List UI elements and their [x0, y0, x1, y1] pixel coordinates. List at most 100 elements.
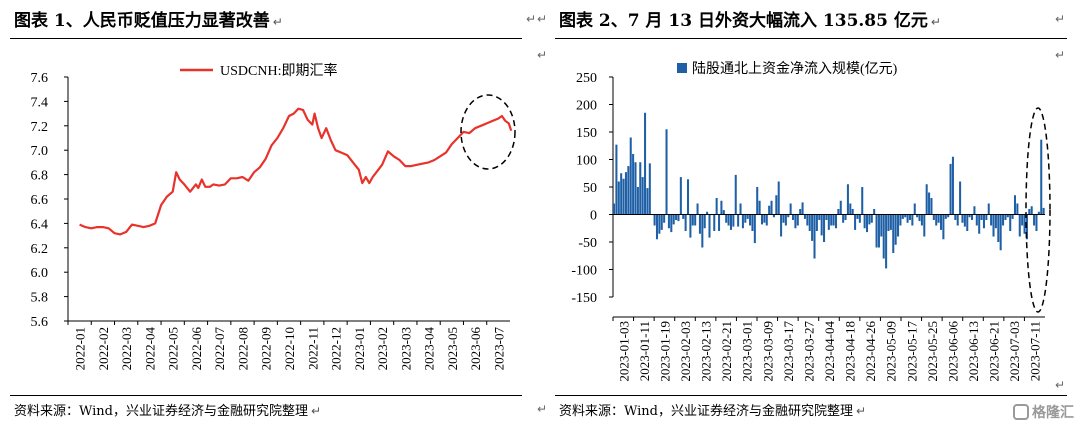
bar	[1033, 214, 1036, 226]
bar	[942, 214, 945, 240]
legend-label: 陆股通北上资金净流入规模(亿元)	[692, 61, 898, 77]
bar	[1009, 214, 1012, 231]
return-mark: ↵	[526, 12, 537, 26]
bar	[641, 177, 644, 215]
bar	[644, 112, 647, 215]
x-tick-label: 2023-05-09	[884, 321, 899, 382]
bar	[980, 214, 983, 220]
bar	[787, 214, 790, 218]
chart2-svg: -150 -100 -50 0 50 100 150 200 250 2023-01-03 2023…	[571, 61, 1051, 382]
bar	[691, 214, 694, 226]
bar	[1006, 214, 1009, 218]
bar	[870, 214, 873, 223]
x-tick-label: 2023-04-18	[843, 321, 858, 382]
bar	[904, 214, 907, 218]
bar	[963, 214, 966, 227]
y-tick-label: 7.6	[31, 71, 49, 86]
bar	[830, 214, 833, 226]
return-mark: ↵	[311, 404, 322, 418]
bar	[780, 214, 783, 237]
x-tick-label: 2022-10	[282, 327, 297, 370]
bar	[1023, 214, 1026, 234]
x-tick-label: 2023-01-19	[657, 321, 672, 382]
bar	[646, 188, 649, 215]
bar	[834, 214, 838, 229]
bar	[686, 179, 690, 215]
bar	[887, 214, 890, 231]
bar	[770, 200, 773, 215]
bar	[749, 214, 752, 226]
x-tick-label: 2023-04-04	[822, 321, 837, 382]
bar	[665, 129, 668, 215]
bar	[739, 203, 742, 215]
bar	[784, 214, 787, 226]
bar	[639, 162, 642, 215]
bar	[803, 214, 806, 219]
bar	[727, 214, 730, 226]
bar	[1011, 214, 1014, 219]
bar	[961, 214, 964, 223]
bar	[978, 214, 981, 234]
bar	[837, 209, 840, 215]
bar	[672, 214, 675, 225]
bar	[992, 214, 995, 237]
x-tick-label: 2023-01	[352, 327, 367, 370]
bar	[796, 214, 799, 226]
bar	[971, 214, 974, 220]
bar	[935, 214, 938, 226]
bar	[894, 214, 897, 245]
bar	[1035, 214, 1038, 231]
bar	[799, 209, 802, 215]
bar	[899, 214, 902, 226]
bar	[897, 214, 900, 237]
bar	[908, 214, 911, 220]
bar	[756, 187, 759, 215]
bar	[1018, 214, 1021, 237]
return-mark: ↵	[537, 402, 548, 416]
x-tick-label: 2023-07-11	[1028, 321, 1043, 381]
y-tick-label: 7.0	[31, 144, 49, 159]
bar	[844, 214, 847, 220]
bar	[873, 209, 876, 215]
return-mark: ↵	[537, 12, 548, 26]
bar	[1040, 139, 1043, 215]
bar	[959, 181, 962, 215]
bar	[818, 214, 821, 220]
bar	[663, 214, 666, 223]
bar	[861, 187, 864, 215]
x-tick-label: 2023-05-25	[925, 321, 940, 382]
bar	[925, 184, 928, 215]
bar	[916, 214, 919, 218]
bar	[1042, 207, 1045, 215]
x-tick-label: 2022-12	[329, 327, 344, 370]
x-tick-label: 2023-03-09	[760, 321, 775, 382]
bar	[842, 214, 845, 223]
legend-swatch	[677, 63, 687, 73]
bar	[1028, 209, 1031, 215]
y-tick-label: 100	[576, 154, 597, 169]
left-chart-panel: 图表 1、人民币贬值压力显著改善 ↵ ↵ 5.6 5.8 6.0 6.2 6.4 6.6 6.…	[0, 0, 537, 428]
bar	[675, 214, 678, 220]
bar	[944, 214, 947, 219]
bar	[911, 214, 914, 226]
bar	[858, 214, 861, 223]
bar	[682, 214, 685, 219]
bar	[667, 214, 670, 229]
bar	[729, 214, 732, 230]
y-tick-label: 7.4	[31, 95, 49, 110]
y-tick-label: 6.2	[31, 242, 49, 257]
bar	[648, 163, 651, 215]
bar	[718, 214, 721, 231]
y-tick-label: 150	[576, 126, 597, 141]
x-tick-label: 2022-08	[235, 327, 250, 370]
bar	[949, 163, 952, 215]
x-tick-label: 2023-03	[398, 327, 413, 370]
bar	[615, 144, 618, 215]
return-mark: ↵	[272, 15, 283, 29]
bar	[789, 203, 792, 215]
highlight-ellipse	[1025, 107, 1051, 313]
bar	[708, 214, 711, 238]
highlight-ellipse	[460, 94, 516, 170]
return-mark: ↵	[930, 15, 941, 29]
bar	[753, 214, 756, 244]
